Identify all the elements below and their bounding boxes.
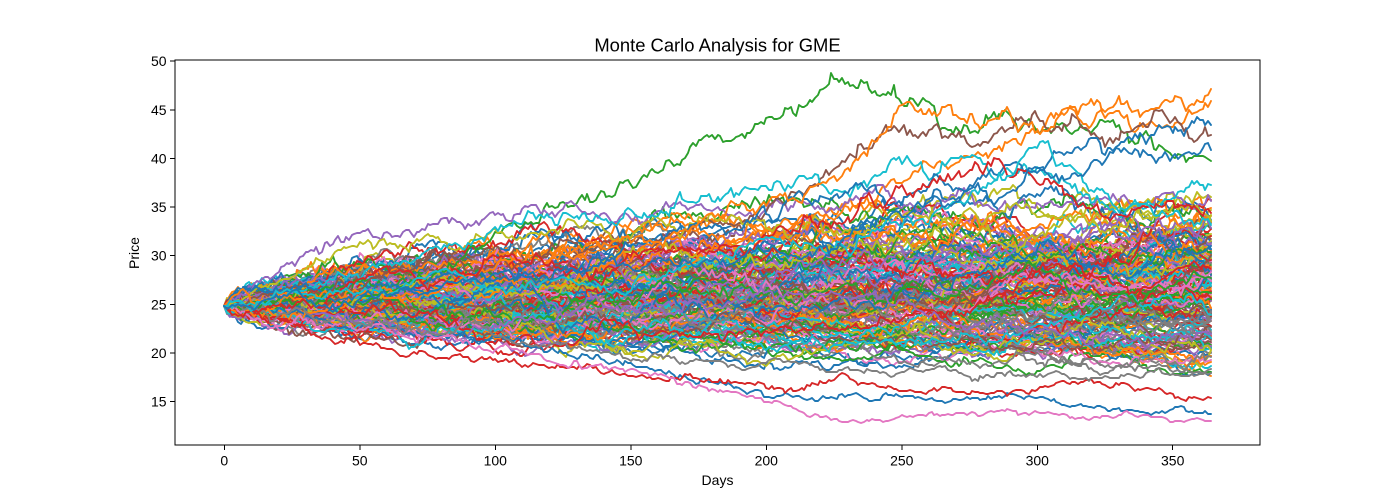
svg-text:Days: Days — [702, 472, 734, 488]
svg-text:350: 350 — [1161, 453, 1185, 469]
svg-text:20: 20 — [151, 345, 167, 361]
svg-text:35: 35 — [151, 199, 167, 215]
svg-text:300: 300 — [1026, 453, 1050, 469]
svg-text:40: 40 — [151, 150, 167, 166]
svg-text:30: 30 — [151, 248, 167, 264]
svg-text:50: 50 — [352, 453, 368, 469]
svg-text:15: 15 — [151, 394, 167, 410]
svg-text:25: 25 — [151, 296, 167, 312]
svg-text:200: 200 — [755, 453, 779, 469]
svg-text:Price: Price — [126, 237, 142, 269]
svg-text:150: 150 — [619, 453, 643, 469]
svg-text:Monte Carlo Analysis for GME: Monte Carlo Analysis for GME — [594, 35, 840, 56]
svg-text:100: 100 — [484, 453, 508, 469]
svg-text:45: 45 — [151, 102, 167, 118]
svg-text:250: 250 — [890, 453, 914, 469]
svg-text:0: 0 — [220, 453, 228, 469]
svg-text:50: 50 — [151, 53, 167, 69]
